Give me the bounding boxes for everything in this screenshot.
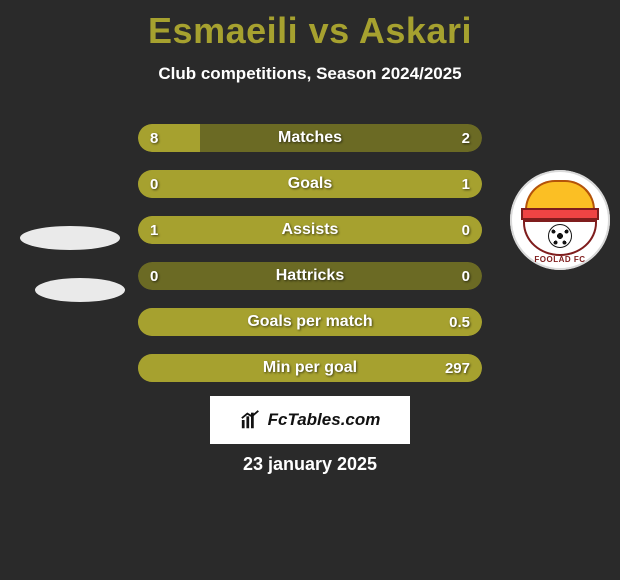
team-logo-right: FOOLAD FC [510,170,610,270]
stat-row: Goals01 [138,170,482,198]
subtitle: Club competitions, Season 2024/2025 [0,64,620,84]
stat-bar-fill-right [138,354,482,382]
stat-row: Goals per match0.5 [138,308,482,336]
page-title: Esmaeili vs Askari [0,0,620,52]
stat-value-right: 0 [462,216,470,244]
stat-value-right: 0 [462,262,470,290]
stat-value-right: 2 [462,124,470,152]
stat-value-left: 0 [150,262,158,290]
stat-bar-fill-left [138,216,482,244]
stat-row: Matches82 [138,124,482,152]
foolad-crest-icon: FOOLAD FC [510,170,610,270]
stat-value-right: 297 [445,354,470,382]
stat-bar-fill-right [138,308,482,336]
stat-row: Hattricks00 [138,262,482,290]
footer-date: 23 january 2025 [0,454,620,475]
vs-text: vs [309,10,350,51]
stat-row: Min per goal297 [138,354,482,382]
stat-value-left: 1 [150,216,158,244]
watermark: FcTables.com [210,396,410,444]
stat-value-right: 0.5 [449,308,470,336]
stat-value-right: 1 [462,170,470,198]
stat-value-left: 8 [150,124,158,152]
placeholder-ellipse-icon [20,226,120,250]
stat-bar-fill-left [138,124,200,152]
stat-bar-bg [138,262,482,290]
player-right-name: Askari [359,10,472,51]
stat-bar-fill-right [138,170,482,198]
crest-label: FOOLAD FC [510,255,610,264]
stat-row: Assists10 [138,216,482,244]
placeholder-ellipse-icon [35,278,125,302]
chart-icon [240,409,262,431]
team-logo-left [10,100,110,200]
stat-value-left: 0 [150,170,158,198]
watermark-text: FcTables.com [268,410,381,430]
stats-bars: Matches82Goals01Assists10Hattricks00Goal… [138,124,482,400]
player-left-name: Esmaeili [148,10,298,51]
